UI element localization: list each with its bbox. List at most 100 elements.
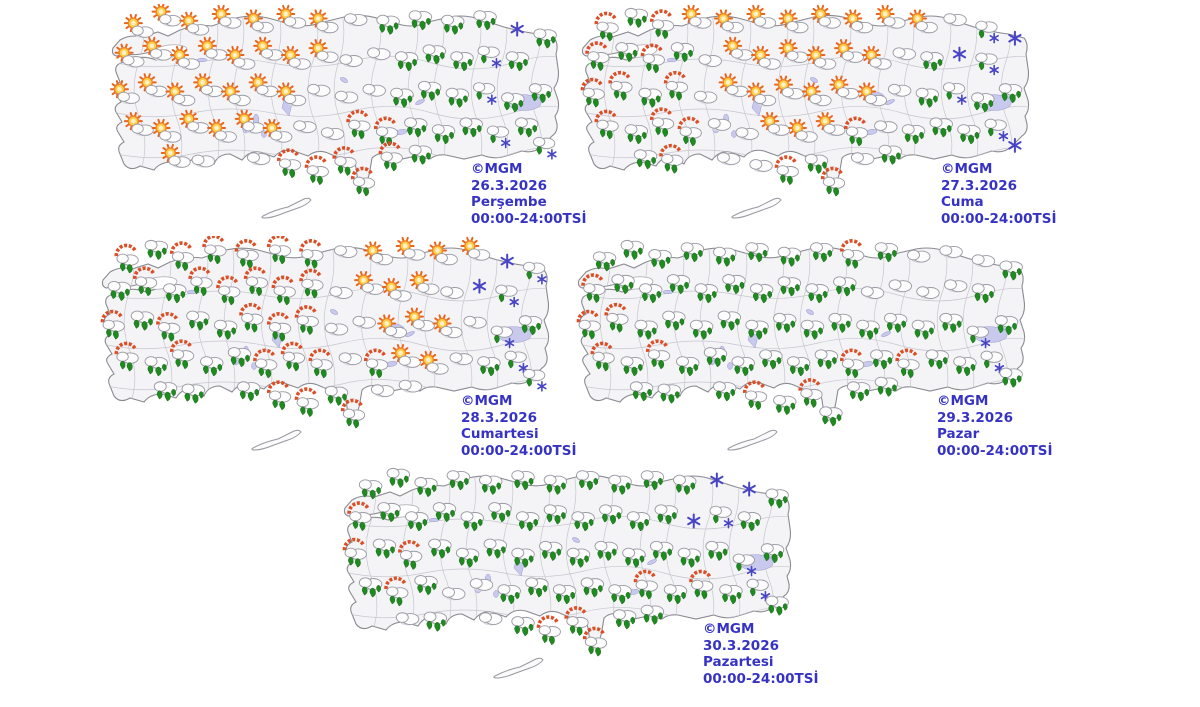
sun-shower-icon — [374, 116, 399, 147]
snow-icon — [500, 253, 514, 269]
rain-icon — [663, 584, 688, 605]
rain-icon — [624, 124, 649, 145]
sun-shower-icon — [294, 387, 319, 417]
rain-icon — [445, 87, 470, 108]
rain-icon — [629, 381, 654, 402]
partly-cloudy-icon — [211, 4, 242, 29]
partly-cloudy-icon — [857, 82, 888, 107]
cloud-icon — [395, 612, 420, 626]
rain-icon — [745, 242, 769, 263]
rain-icon — [414, 575, 438, 596]
weather-icons-layer — [109, 4, 557, 197]
rain-icon — [405, 511, 429, 532]
cloud-icon — [479, 612, 503, 626]
rain-icon — [833, 276, 857, 297]
snow-icon — [1008, 30, 1022, 46]
rain-icon — [883, 312, 908, 333]
rain-icon — [773, 312, 797, 333]
rain-icon — [511, 547, 535, 568]
cloud-icon — [247, 152, 271, 166]
sun-shower-icon — [267, 236, 292, 265]
date-text: 28.3.2026 — [460, 409, 537, 426]
rain-icon — [514, 117, 539, 138]
rain-icon — [911, 319, 936, 340]
copyright-text: ©MGM — [936, 393, 989, 410]
rain-icon — [186, 310, 210, 331]
partly-cloudy-icon — [276, 4, 307, 29]
snow-icon — [742, 481, 756, 497]
rain-icon — [107, 280, 132, 301]
rain-icon — [719, 584, 743, 605]
sun-shower-icon — [663, 70, 689, 101]
time-text: 00:00-24:00TSİ — [460, 442, 577, 459]
sun-shower-icon — [188, 266, 213, 297]
partly-cloudy-icon — [829, 75, 860, 100]
cloud-icon — [370, 384, 395, 398]
partly-cloudy-icon — [193, 73, 224, 98]
sun-shower-icon — [347, 501, 372, 531]
rain-icon — [828, 312, 852, 333]
rain-icon — [662, 310, 686, 331]
sun-shower-icon — [271, 275, 296, 306]
day-text: Pazartesi — [702, 654, 774, 671]
sun-shower-icon — [346, 109, 371, 140]
rain-icon — [901, 124, 926, 145]
rain-icon — [999, 260, 1023, 281]
turkey-map-svg — [576, 239, 1026, 451]
partly-cloudy-icon — [908, 9, 938, 34]
partly-cloudy-icon — [787, 118, 818, 143]
rain-icon — [599, 504, 623, 525]
rain-icon — [765, 595, 789, 616]
rain-icon — [592, 251, 617, 272]
sun-shower-icon — [169, 241, 195, 272]
partly-cloudy-icon — [875, 4, 906, 29]
rain-snow-icon — [522, 368, 547, 392]
rain-icon — [431, 124, 456, 145]
time-text: 00:00-24:00TSİ — [470, 210, 587, 227]
rain-icon — [571, 511, 595, 532]
rain-snow-icon — [984, 118, 1009, 142]
rain-icon — [446, 470, 471, 491]
sun-shower-icon — [169, 339, 195, 370]
rain-icon — [608, 584, 632, 605]
rain-icon — [181, 383, 205, 404]
sun-shower-icon — [608, 70, 633, 101]
day-text: Cuma — [940, 194, 984, 211]
sun-shower-icon — [580, 77, 605, 108]
rain-icon — [814, 349, 839, 370]
rain-icon — [731, 356, 755, 377]
rain-snow-icon — [472, 82, 497, 105]
cloud-icon — [324, 322, 349, 336]
date-text: 27.3.2026 — [940, 177, 1017, 194]
rain-icon — [505, 51, 530, 72]
partly-cloudy-icon — [395, 236, 426, 261]
rain-icon — [638, 87, 662, 108]
copyright-text: ©MGM — [702, 621, 755, 638]
rain-icon — [163, 283, 187, 304]
rain-icon — [920, 51, 944, 72]
rain-icon — [423, 611, 447, 632]
partly-cloudy-icon — [179, 109, 210, 134]
map-label: ©MGM 30.3.2026 Pazartesi 00:00-24:00TSİ — [703, 621, 819, 687]
sun-shower-icon — [384, 576, 409, 607]
sun-shower-icon — [308, 348, 333, 379]
cloud-icon — [698, 54, 722, 68]
rain-snow-icon — [966, 325, 991, 349]
rain-icon — [874, 376, 899, 397]
day-text: Perşembe — [470, 194, 547, 211]
partly-cloudy-icon — [810, 4, 841, 29]
sun-shower-icon — [100, 309, 125, 340]
partly-cloudy-icon — [750, 45, 781, 70]
sun-shower-icon — [253, 348, 278, 379]
rain-icon — [677, 547, 702, 568]
rain-snow-icon — [975, 52, 999, 76]
sun-shower-icon — [114, 243, 139, 274]
rain-icon — [870, 349, 894, 370]
rain-icon — [846, 381, 871, 402]
rain-icon — [673, 474, 697, 495]
map-label: ©MGM 29.3.2026 Pazar 00:00-24:00TSİ — [937, 393, 1053, 459]
partly-cloudy-icon — [262, 118, 293, 143]
rain-snow-icon — [486, 125, 511, 149]
rain-icon — [518, 315, 543, 336]
sun-shower-icon — [840, 348, 865, 379]
